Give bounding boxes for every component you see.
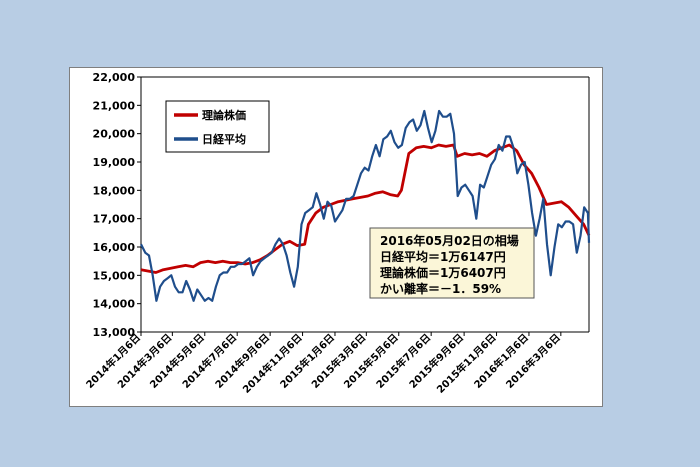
- annotation-line-divergence: かい離率＝－1．59%: [380, 281, 501, 296]
- x-tick-label: 2016年1月6日: [471, 331, 531, 391]
- y-tick-label: 19,000: [93, 156, 136, 169]
- y-tick-label: 21,000: [93, 99, 136, 112]
- annotation-line-date: 2016年05月02日の相場: [380, 233, 519, 248]
- x-tick-label: 2015年11月6日: [434, 331, 499, 396]
- y-tick-label: 22,000: [93, 71, 136, 84]
- chart-frame: 13,000 14,000 15,000 16,000 17,000 18,000 19,0…: [69, 67, 603, 407]
- y-tick-label: 15,000: [93, 269, 136, 282]
- x-tick-label: 2015年9月6日: [406, 331, 466, 391]
- x-tick-label: 2014年5月6日: [147, 331, 207, 391]
- line-chart: 13,000 14,000 15,000 16,000 17,000 18,000 19,0…: [83, 71, 591, 396]
- x-tick-label: 2014年11月6日: [240, 331, 305, 396]
- legend-label-nikkei: 日経平均: [202, 132, 246, 146]
- y-tick-label: 16,000: [93, 241, 136, 254]
- annotation-box: 2016年05月02日の相場 日経平均＝1万6147円 理論株価＝1万6407円…: [369, 227, 535, 299]
- legend-box: [165, 100, 270, 153]
- annotation-line-theoretical: 理論株価＝1万6407円: [380, 265, 506, 280]
- y-tick-label: 14,000: [93, 298, 136, 311]
- y-tick-label: 18,000: [93, 184, 136, 197]
- x-axis: 2014年1月6日2014年3月6日2014年5月6日2014年7月6日2014…: [83, 331, 589, 396]
- y-tick-label: 20,000: [93, 128, 136, 141]
- legend: 理論株価 日経平均: [165, 100, 270, 153]
- x-tick-label: 2015年1月6日: [277, 331, 337, 391]
- y-tick-label: 17,000: [93, 213, 136, 226]
- legend-label-theoretical: 理論株価: [202, 108, 246, 122]
- x-tick-label: 2015年5月6日: [341, 331, 401, 391]
- annotation-background: [369, 227, 535, 299]
- x-tick-label: 2014年3月6日: [115, 331, 175, 391]
- x-tick-label: 2015年3月6日: [309, 331, 369, 391]
- series-layer: [140, 109, 591, 302]
- x-tick-label: 2014年1月6日: [83, 331, 143, 391]
- y-tick-label: 13,000: [93, 326, 136, 339]
- annotation-line-nikkei: 日経平均＝1万6147円: [380, 249, 506, 264]
- y-axis: 13,000 14,000 15,000 16,000 17,000 18,000 19,0…: [93, 71, 590, 339]
- x-tick-label: 2016年3月6日: [503, 331, 563, 391]
- series-line-nikkei: [140, 109, 591, 302]
- x-tick-label: 2014年9月6日: [212, 331, 272, 391]
